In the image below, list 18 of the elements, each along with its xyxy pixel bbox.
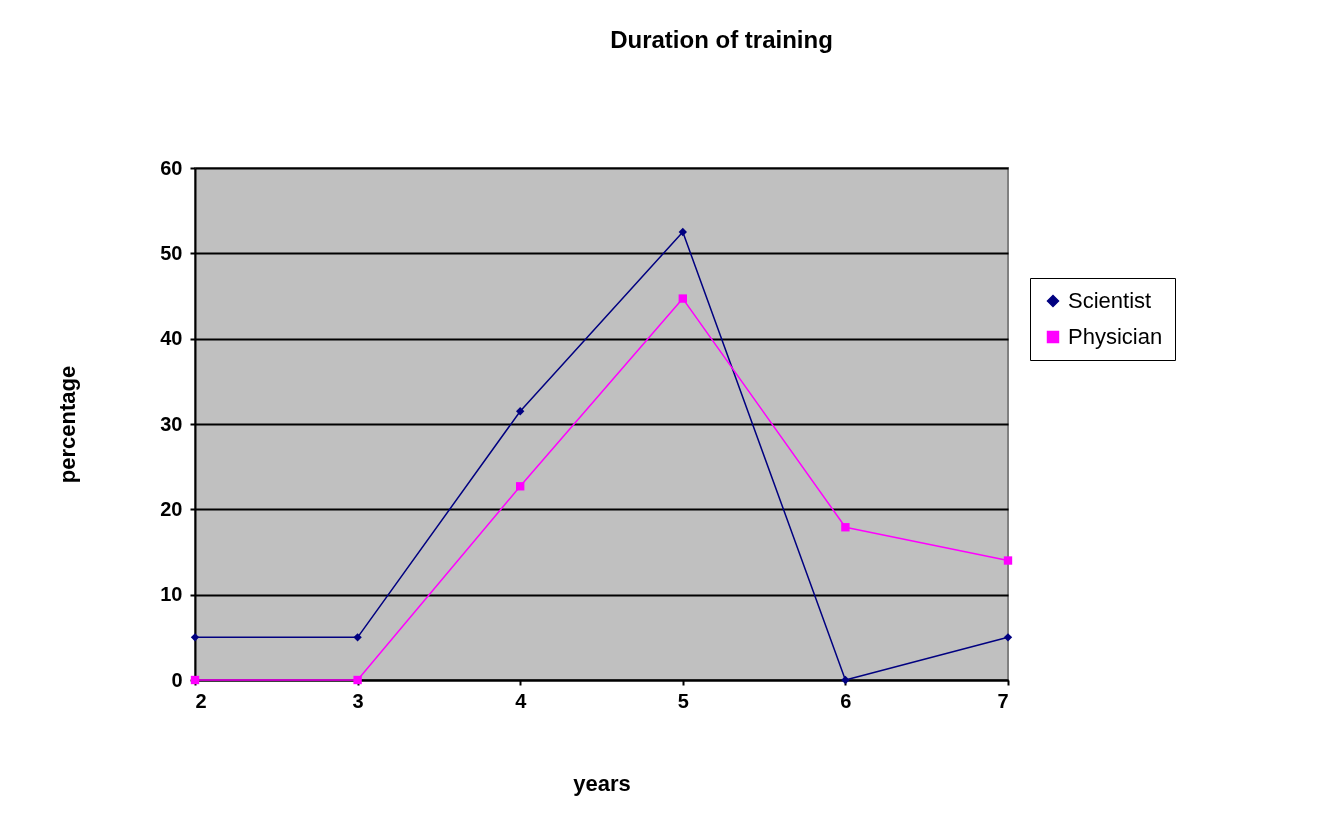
legend-label: Physician (1068, 324, 1163, 349)
y-tick-label: 10 (160, 583, 183, 606)
x-tick-label: 4 (515, 689, 528, 712)
y-tick-label: 60 (160, 156, 183, 179)
y-tick-label: 50 (160, 241, 183, 264)
y-tick-label: 20 (160, 497, 183, 520)
legend-label: Scientist (1068, 288, 1152, 313)
y-tick-label: 40 (160, 327, 183, 350)
chart-title: Duration of training (610, 26, 833, 53)
x-axis-title: years (573, 770, 631, 796)
x-tick-label: 2 (195, 689, 207, 712)
x-tick-label: 7 (997, 689, 1009, 712)
y-tick-label: 0 (171, 668, 183, 691)
x-tick-label: 5 (677, 689, 689, 712)
y-tick-label: 30 (160, 412, 183, 435)
x-tick-label: 3 (352, 689, 364, 712)
y-axis-title: percentage (55, 365, 81, 484)
x-tick-label: 6 (840, 689, 852, 712)
